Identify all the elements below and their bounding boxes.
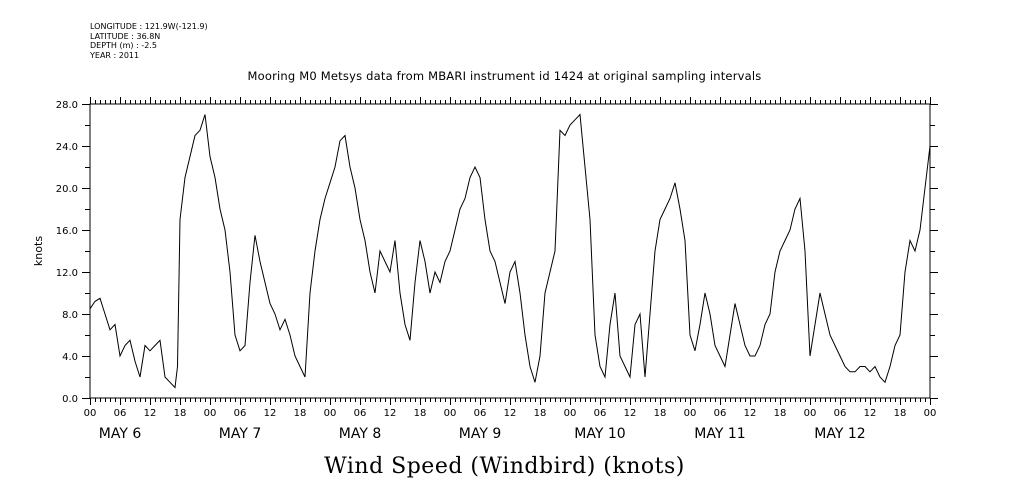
x-tick-label: 00 — [564, 408, 577, 419]
x-tick-label: 12 — [504, 408, 517, 419]
x-tick-label: 06 — [594, 408, 607, 419]
x-tick-label: 12 — [864, 408, 877, 419]
day-label: MAY 12 — [814, 426, 865, 442]
y-tick-label: 8.0 — [62, 310, 78, 321]
latitude-text: LATITUDE : 36.8N — [90, 31, 161, 41]
x-tick-label: 12 — [264, 408, 277, 419]
x-tick-label: 00 — [804, 408, 817, 419]
chart-title: Mooring M0 Metsys data from MBARI instru… — [247, 69, 762, 83]
day-label: MAY 6 — [99, 426, 142, 442]
y-tick-label: 24.0 — [56, 142, 78, 153]
x-tick-label: 06 — [234, 408, 247, 419]
day-label: MAY 11 — [694, 426, 745, 442]
x-tick-label: 00 — [324, 408, 337, 419]
y-tick-label: 28.0 — [56, 100, 78, 111]
wind-speed-series-line — [89, 113, 931, 389]
x-tick-label: 00 — [444, 408, 457, 419]
longitude-text: LONGITUDE : 121.9W(-121.9) — [90, 22, 208, 31]
x-tick-label: 18 — [894, 408, 907, 419]
y-tick-label: 4.0 — [62, 352, 78, 363]
y-axis-label: knots — [32, 236, 45, 266]
x-tick-label: 18 — [654, 408, 667, 419]
x-tick-label: 18 — [294, 408, 307, 419]
x-tick-label: 18 — [534, 408, 547, 419]
x-tick-label: 12 — [144, 408, 157, 419]
x-tick-label: 12 — [384, 408, 397, 419]
day-label: MAY 10 — [574, 426, 625, 442]
y-tick-label: 0.0 — [62, 394, 78, 405]
x-tick-label: 00 — [84, 408, 97, 419]
x-tick-label: 06 — [354, 408, 367, 419]
x-tick-label: 12 — [744, 408, 757, 419]
x-tick-label: 18 — [414, 408, 427, 419]
x-tick-label: 06 — [114, 408, 127, 419]
x-tick-label: 18 — [174, 408, 187, 419]
y-tick-label: 16.0 — [56, 226, 78, 237]
depth-text: DEPTH (m) : -2.5 — [90, 41, 157, 50]
metadata-block: LONGITUDE : 121.9W(-121.9) LATITUDE : 36… — [90, 22, 208, 60]
x-tick-label: 06 — [834, 408, 847, 419]
x-tick-label: 00 — [924, 408, 937, 419]
x-tick-label: 12 — [624, 408, 637, 419]
year-text: YEAR : 2011 — [90, 50, 140, 60]
x-tick-label: 00 — [684, 408, 697, 419]
day-label: MAY 9 — [459, 426, 501, 442]
plot-frame — [89, 103, 931, 399]
x-axis-title: Wind Speed (Windbird) (knots) — [324, 454, 685, 479]
y-tick-label: 20.0 — [56, 184, 78, 195]
x-tick-label: 18 — [774, 408, 787, 419]
day-label: MAY 8 — [339, 426, 381, 442]
y-tick-label: 12.0 — [56, 268, 78, 279]
x-tick-label: 06 — [474, 408, 487, 419]
day-label: MAY 7 — [219, 426, 261, 442]
x-tick-label: 00 — [204, 408, 217, 419]
x-tick-label: 06 — [714, 408, 727, 419]
